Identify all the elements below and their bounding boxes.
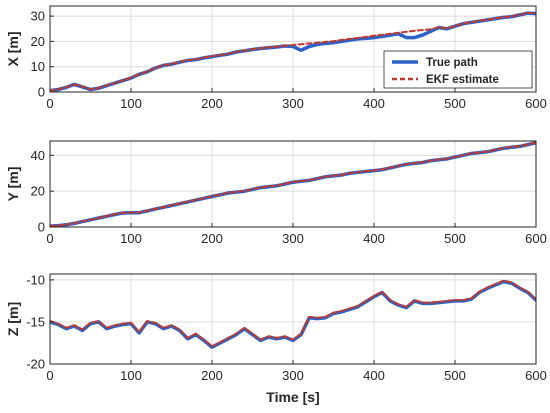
x-tick-label: 300 bbox=[282, 96, 304, 111]
y-tick-label: -10 bbox=[26, 272, 45, 287]
x-ticks-x: 0 100 200 300 400 500 600 bbox=[46, 88, 547, 111]
panel-x: 0 100 200 300 400 500 600 0 10 20 30 X [m] True p… bbox=[5, 5, 547, 111]
series-line-ekf-estimate bbox=[50, 141, 536, 227]
x-tick-label: 200 bbox=[201, 231, 223, 246]
x-tick-label: 500 bbox=[444, 96, 466, 111]
legend-label-ekf-estimate: EKF estimate bbox=[426, 74, 499, 86]
series-group-y bbox=[50, 141, 536, 227]
x-tick-label: 200 bbox=[201, 368, 223, 383]
x-tick-label: 300 bbox=[282, 368, 304, 383]
y-axis-label-z: Z [m] bbox=[5, 302, 21, 336]
x-tick-label: 600 bbox=[525, 96, 547, 111]
x-tick-label: 600 bbox=[525, 368, 547, 383]
y-tick-label: 30 bbox=[31, 9, 45, 24]
series-line-ekf-estimate bbox=[50, 11, 536, 92]
y-ticks-z: -20 -15 -10 bbox=[26, 272, 54, 372]
y-tick-label: 0 bbox=[38, 85, 45, 100]
y-tick-label: 20 bbox=[31, 34, 45, 49]
y-ticks-y: 0 20 40 bbox=[31, 148, 54, 235]
x-tick-label: 400 bbox=[363, 231, 385, 246]
legend: True path EKF estimate bbox=[383, 50, 533, 89]
y-tick-label: -15 bbox=[26, 314, 45, 329]
x-tick-label: 600 bbox=[525, 231, 547, 246]
x-tick-label: 100 bbox=[120, 368, 142, 383]
series-group-x bbox=[50, 11, 536, 92]
x-ticks-z: 0 100 200 300 400 500 600 bbox=[46, 360, 547, 383]
y-tick-label: 10 bbox=[31, 59, 45, 74]
y-ticks-x: 0 10 20 30 bbox=[31, 9, 54, 100]
x-tick-label: 100 bbox=[120, 96, 142, 111]
series-group-z bbox=[50, 279, 536, 349]
x-tick-label: 400 bbox=[363, 368, 385, 383]
x-tick-label: 400 bbox=[363, 96, 385, 111]
series-line-ekf-estimate bbox=[50, 279, 536, 348]
x-axis-label-time: Time [s] bbox=[266, 389, 319, 405]
legend-box bbox=[383, 50, 533, 89]
y-tick-label: 40 bbox=[31, 148, 45, 163]
panel-z: 0 100 200 300 400 500 600 -20 -15 -10 Z [m] Time… bbox=[5, 272, 547, 405]
x-tick-label: 500 bbox=[444, 368, 466, 383]
y-axis-label-y: Y [m] bbox=[5, 167, 21, 202]
x-tick-label: 500 bbox=[444, 231, 466, 246]
x-tick-label: 100 bbox=[120, 231, 142, 246]
x-tick-label: 0 bbox=[46, 231, 53, 246]
x-tick-label: 300 bbox=[282, 231, 304, 246]
y-tick-label: 20 bbox=[31, 184, 45, 199]
y-axis-label-x: X [m] bbox=[5, 32, 21, 67]
y-tick-label: -20 bbox=[26, 357, 45, 372]
x-tick-label: 200 bbox=[201, 96, 223, 111]
x-ticks-y: 0 100 200 300 400 500 600 bbox=[46, 223, 547, 246]
x-tick-label: 0 bbox=[46, 96, 53, 111]
legend-label-true-path: True path bbox=[426, 57, 478, 69]
panel-y: 0 100 200 300 400 500 600 0 20 40 Y [m] bbox=[5, 140, 547, 246]
y-tick-label: 0 bbox=[38, 220, 45, 235]
x-tick-label: 0 bbox=[46, 368, 53, 383]
